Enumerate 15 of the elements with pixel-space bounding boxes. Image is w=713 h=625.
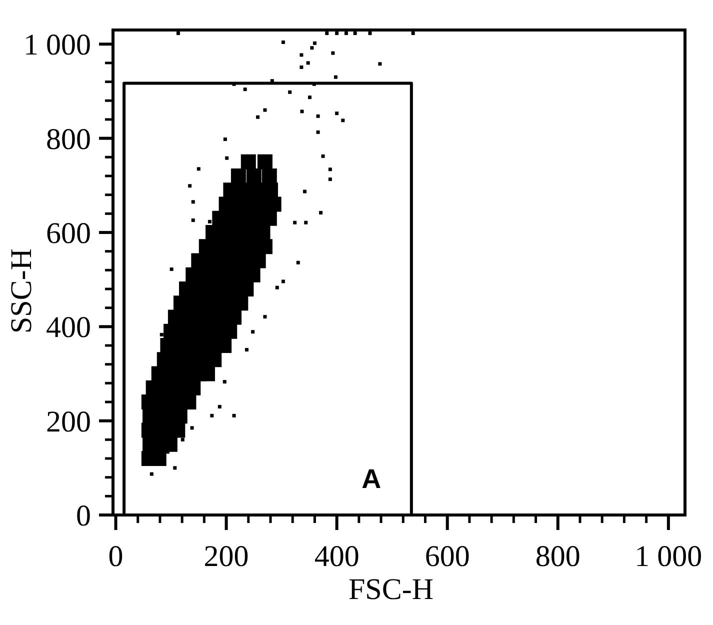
y-tick-label: 600 <box>46 216 91 250</box>
y-tick-label: 400 <box>46 311 91 344</box>
x-tick-label: 0 <box>108 540 124 573</box>
x-tick-label: 800 <box>535 540 580 573</box>
y-tick-label: 800 <box>46 122 91 156</box>
y-axis-title: SSC-H <box>5 248 38 334</box>
annotation: A <box>362 464 382 494</box>
x-tick-label: 200 <box>204 540 249 573</box>
x-tick-label: 600 <box>424 540 470 573</box>
x-axis-title: FSC-H <box>348 573 434 606</box>
y-tick-label: 0 <box>76 500 91 532</box>
y-tick-label: 200 <box>46 405 91 438</box>
x-tick-label: 1 000 <box>634 540 702 573</box>
y-tick-label: 1 000 <box>24 28 91 62</box>
x-tick-label: 400 <box>314 540 360 573</box>
